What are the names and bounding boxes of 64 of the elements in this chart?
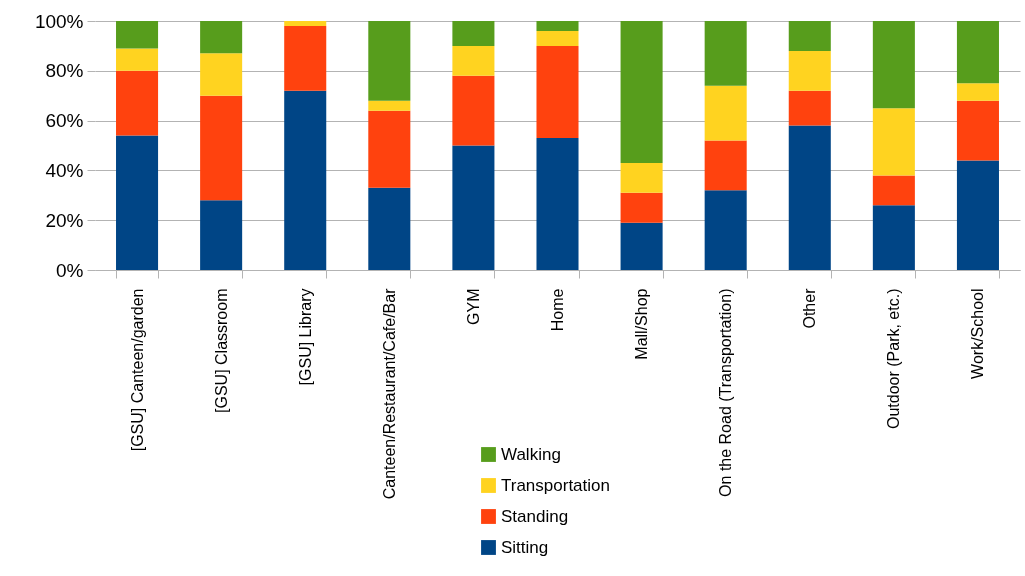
- bar: [284, 25, 327, 91]
- bar: [788, 21, 831, 51]
- y-tick-label: 20%: [45, 209, 84, 231]
- bar: [704, 21, 747, 86]
- bar: [620, 21, 663, 163]
- y-tick-label: 80%: [45, 60, 84, 82]
- bar: [536, 45, 579, 139]
- bar: [872, 175, 915, 206]
- legend-label: Transportation: [501, 475, 610, 495]
- bar: [452, 21, 495, 46]
- bar: [368, 187, 411, 270]
- bar: [368, 21, 411, 101]
- bar: [284, 21, 327, 26]
- bar: [620, 222, 663, 270]
- bar: [956, 83, 999, 101]
- bar: [200, 53, 243, 96]
- x-tick-label: Home: [549, 288, 566, 332]
- bar: [536, 21, 579, 31]
- bar: [116, 48, 159, 71]
- bar: [956, 100, 999, 161]
- y-tick-label: 100%: [34, 10, 84, 32]
- bar: [536, 30, 579, 46]
- x-tick-label: Canteen/Restaurant/Cafe/Bar: [380, 287, 398, 500]
- legend-label: Walking: [501, 444, 561, 464]
- bar: [788, 125, 831, 270]
- x-tick-label: [GSU] Classroom: [212, 288, 230, 413]
- legend-label: Sitting: [501, 537, 549, 557]
- bar: [872, 205, 915, 270]
- bar: [452, 45, 495, 76]
- bar: [704, 85, 747, 141]
- bar: [872, 108, 915, 176]
- bar: [704, 140, 747, 191]
- bar: [788, 50, 831, 91]
- bar: [536, 138, 579, 270]
- x-tick-label: Other: [801, 287, 819, 329]
- x-tick-label: Mall/Shop: [633, 288, 651, 360]
- bar: [284, 90, 327, 270]
- x-tick-label: Outdoor (Park, etc.): [885, 288, 903, 429]
- bar: [200, 200, 243, 270]
- x-tick-label: GYM: [464, 288, 482, 325]
- bar: [788, 90, 831, 126]
- bar: [452, 75, 495, 146]
- bar: [116, 135, 159, 270]
- bar: [368, 100, 411, 111]
- bar: [620, 162, 663, 193]
- bar: [620, 192, 663, 223]
- x-tick-label: [GSU] Canteen/garden: [128, 288, 146, 452]
- bar: [200, 21, 243, 54]
- bar: [368, 110, 411, 188]
- x-tick-label: [GSU] Library: [296, 288, 314, 386]
- bar: [956, 21, 999, 84]
- bar: [452, 145, 495, 270]
- y-tick-label: 60%: [45, 110, 84, 132]
- x-tick-label: On the Road (Transportation): [717, 288, 735, 497]
- bar: [200, 95, 243, 201]
- bar: [872, 21, 915, 109]
- bar: [956, 160, 999, 270]
- y-tick-label: 0%: [56, 259, 84, 281]
- legend-label: Standing: [501, 506, 569, 526]
- x-tick-label: Work/School: [969, 288, 987, 379]
- bar: [116, 70, 159, 136]
- y-tick-label: 40%: [45, 159, 84, 181]
- bar: [116, 21, 159, 49]
- bar: [704, 190, 747, 270]
